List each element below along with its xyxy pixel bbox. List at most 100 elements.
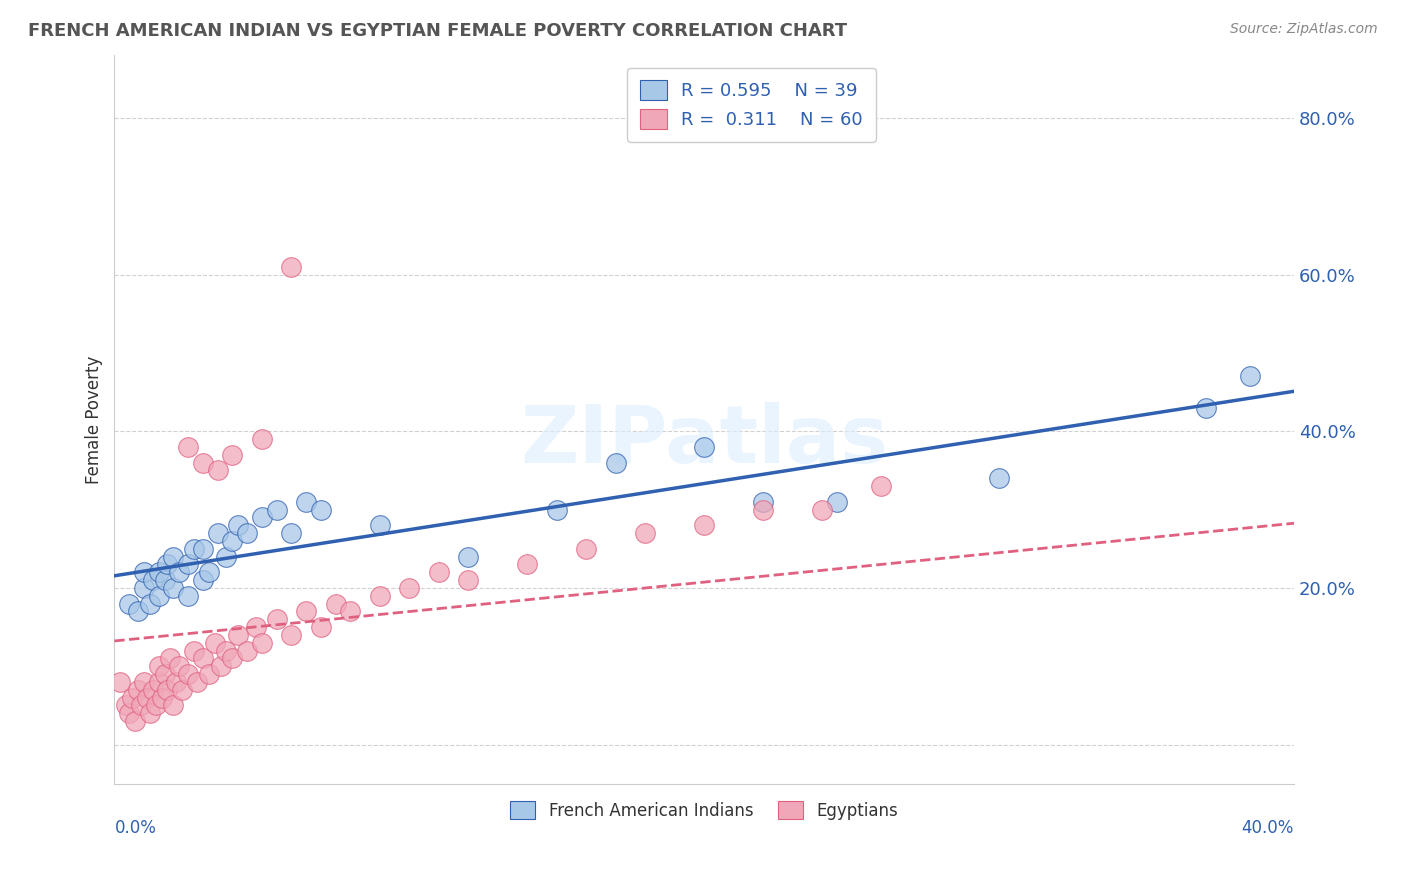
Point [191, 573, 214, 587]
Point [177, 440, 200, 454]
Point [118, 597, 141, 611]
Point [250, 432, 273, 446]
Point [129, 698, 152, 713]
Point [110, 674, 132, 689]
Point [183, 643, 205, 657]
Y-axis label: Female Poverty: Female Poverty [86, 355, 103, 483]
Point [221, 651, 243, 665]
Point [280, 628, 302, 642]
Point [148, 659, 170, 673]
Point [127, 682, 149, 697]
Point [236, 643, 259, 657]
Point [280, 260, 302, 274]
Point [153, 667, 176, 681]
Point [153, 573, 176, 587]
Point [427, 565, 450, 579]
Point [250, 636, 273, 650]
Point [236, 526, 259, 541]
Point [191, 456, 214, 470]
Point [197, 667, 219, 681]
Point [121, 690, 143, 705]
Point [988, 471, 1011, 485]
Point [127, 604, 149, 618]
Legend: French American Indians, Egyptians: French American Indians, Egyptians [503, 795, 905, 826]
Point [1194, 401, 1216, 415]
Point [139, 597, 162, 611]
Point [215, 643, 238, 657]
Point [309, 620, 332, 634]
Point [177, 667, 200, 681]
Point [186, 674, 208, 689]
Point [266, 502, 288, 516]
Point [825, 494, 848, 508]
Point [1239, 369, 1261, 384]
Point [162, 581, 184, 595]
Text: Source: ZipAtlas.com: Source: ZipAtlas.com [1230, 22, 1378, 37]
Point [169, 659, 191, 673]
Point [150, 690, 173, 705]
Point [398, 581, 420, 595]
Text: ZIPatlas: ZIPatlas [520, 402, 889, 480]
Point [295, 494, 318, 508]
Point [516, 558, 538, 572]
Point [115, 698, 138, 713]
Point [183, 541, 205, 556]
Point [148, 674, 170, 689]
Point [159, 651, 181, 665]
Point [191, 651, 214, 665]
Point [693, 440, 716, 454]
Text: 40.0%: 40.0% [1241, 820, 1294, 838]
Point [368, 589, 391, 603]
Point [811, 502, 834, 516]
Point [132, 581, 155, 595]
Point [207, 526, 229, 541]
Point [245, 620, 267, 634]
Point [165, 674, 187, 689]
Point [226, 628, 249, 642]
Point [142, 682, 165, 697]
Point [197, 565, 219, 579]
Point [457, 573, 479, 587]
Point [191, 541, 214, 556]
Point [148, 565, 170, 579]
Point [280, 526, 302, 541]
Point [207, 463, 229, 477]
Point [634, 526, 657, 541]
Point [221, 448, 243, 462]
Point [145, 698, 167, 713]
Point [752, 494, 775, 508]
Point [139, 706, 162, 721]
Point [118, 706, 141, 721]
Point [215, 549, 238, 564]
Point [226, 518, 249, 533]
Point [162, 549, 184, 564]
Point [575, 541, 598, 556]
Point [204, 636, 226, 650]
Point [546, 502, 568, 516]
Point [457, 549, 479, 564]
Text: FRENCH AMERICAN INDIAN VS EGYPTIAN FEMALE POVERTY CORRELATION CHART: FRENCH AMERICAN INDIAN VS EGYPTIAN FEMAL… [28, 22, 848, 40]
Point [266, 612, 288, 626]
Point [221, 533, 243, 548]
Point [250, 510, 273, 524]
Point [295, 604, 318, 618]
Point [135, 690, 157, 705]
Point [132, 565, 155, 579]
Point [172, 682, 194, 697]
Point [156, 682, 179, 697]
Point [169, 565, 191, 579]
Point [605, 456, 627, 470]
Point [156, 558, 179, 572]
Point [177, 558, 200, 572]
Point [124, 714, 146, 728]
Point [162, 698, 184, 713]
Point [142, 573, 165, 587]
Point [339, 604, 361, 618]
Point [148, 589, 170, 603]
Point [177, 589, 200, 603]
Point [309, 502, 332, 516]
Point [752, 502, 775, 516]
Text: 0.0%: 0.0% [114, 820, 156, 838]
Point [325, 597, 347, 611]
Point [368, 518, 391, 533]
